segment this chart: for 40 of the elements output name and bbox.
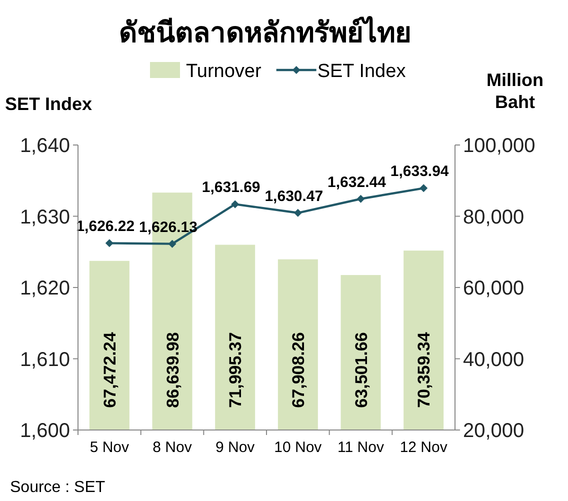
data-label: 1,631.69	[202, 179, 260, 196]
source-note: Source : SET	[10, 479, 106, 496]
y2-tick-label: 60,000	[463, 278, 524, 300]
y2-tick-label: 40,000	[463, 348, 524, 371]
x-tick-label: 12 Nov	[400, 439, 448, 456]
y-tick-label: 1,600	[20, 420, 70, 442]
x-tick-label: 9 Nov	[215, 439, 256, 456]
data-label: 71,995.37	[226, 332, 246, 408]
y2-axis-title: Million Baht	[486, 70, 544, 112]
data-label: 1,632.44	[328, 174, 387, 191]
y-axis-title: SET Index	[5, 94, 92, 114]
point	[356, 194, 365, 203]
x-tick-label: 5 Nov	[90, 439, 130, 456]
y2-tick-label: 80,000	[463, 206, 524, 228]
data-label: 63,501.66	[352, 332, 371, 408]
y-tick-label: 1,640	[20, 135, 70, 157]
point	[168, 240, 176, 248]
legend-label: Turnover	[186, 61, 262, 82]
data-label: 1,626.13	[139, 218, 198, 236]
point	[420, 184, 428, 192]
x-tick-label: 8 Nov	[152, 439, 192, 456]
point	[231, 200, 240, 208]
data-label: 1,626.22	[76, 218, 135, 236]
legend-label: SET Index	[317, 61, 406, 82]
x-tick-label: 10 Nov	[274, 439, 322, 456]
y2-tick-label: 100,000	[463, 135, 536, 157]
y2-tick-label: 20,000	[463, 420, 524, 442]
data-label: 1,633.94	[390, 163, 450, 180]
y-tick-label: 1,630	[20, 206, 70, 228]
y-tick-label: 1,620	[20, 278, 70, 300]
data-label: 70,359.34	[414, 332, 434, 408]
data-label: 67,908.26	[288, 332, 308, 408]
y-tick-label: 1,610	[20, 348, 70, 371]
point	[294, 208, 302, 217]
x-tick-label: 11 Nov	[338, 439, 384, 456]
chart-title: ดัชนีตลาดหลักทรัพย์ไทย	[119, 16, 411, 48]
data-label: 67,472.24	[100, 332, 120, 408]
point	[105, 239, 114, 248]
data-label: 86,639.98	[163, 332, 182, 408]
data-label: 1,630.47	[264, 188, 324, 205]
